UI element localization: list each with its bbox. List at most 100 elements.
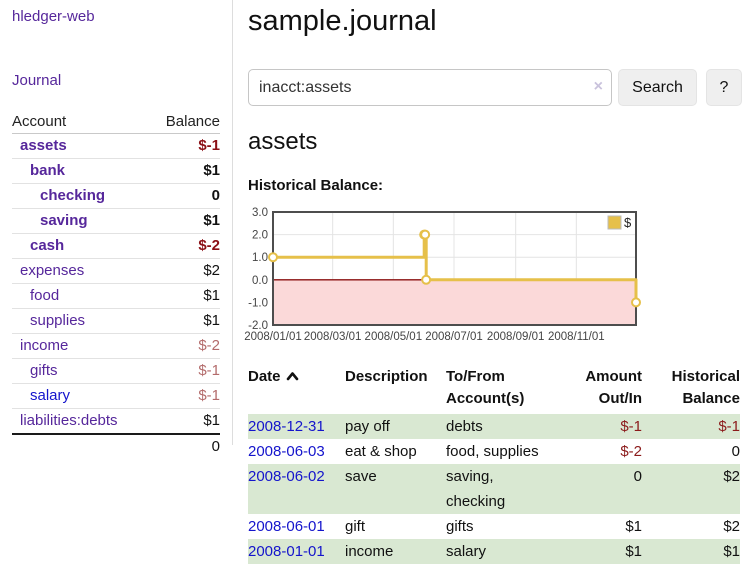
transaction-description: eat & shop (345, 443, 417, 460)
svg-text:-2.0: -2.0 (248, 320, 268, 332)
account-link-food[interactable]: food (30, 287, 60, 304)
account-link-income[interactable]: income (20, 337, 69, 354)
account-link-assets[interactable]: assets (20, 137, 67, 154)
sort-ascending-icon (286, 366, 299, 388)
svg-text:2008/01/01: 2008/01/01 (244, 331, 302, 343)
app-brand: hledger-web (12, 8, 220, 25)
transaction-accounts: gifts (446, 518, 474, 535)
main-content: sample.journal × Search ? assets Histori… (234, 0, 742, 564)
transaction-amount: $-1 (620, 418, 642, 435)
transaction-date-link[interactable]: 2008-06-03 (248, 443, 325, 460)
svg-text:3.0: 3.0 (252, 207, 268, 219)
account-balance: $-1 (149, 133, 220, 159)
account-link-gifts[interactable]: gifts (30, 362, 58, 379)
register-table: Date Description To/From Account(s) Amou… (248, 366, 740, 564)
transaction-amount: $1 (625, 543, 642, 560)
search-input[interactable] (248, 69, 612, 106)
transaction-row: 2008-06-02 save saving, checking 0 $2 (248, 464, 740, 514)
account-balance: $-1 (149, 383, 220, 409)
account-link-checking[interactable]: checking (40, 187, 106, 204)
search-form: × Search ? (248, 69, 742, 106)
transaction-description: save (345, 468, 377, 485)
transaction-amount: 0 (633, 468, 642, 485)
account-row: salary $-1 (12, 383, 220, 409)
account-row: checking 0 (12, 183, 220, 209)
account-row: liabilities:debts $1 (12, 408, 220, 435)
account-row: income $-2 (12, 333, 220, 359)
transaction-amount: $-2 (620, 443, 642, 460)
transaction-description: pay off (345, 418, 390, 435)
transaction-date-link[interactable]: 2008-01-01 (248, 543, 325, 560)
svg-text:1.0: 1.0 (252, 252, 268, 264)
account-row: bank $1 (12, 158, 220, 184)
transaction-row: 2008-01-01 income salary $1 $1 (248, 539, 740, 564)
sidebar-item-journal[interactable]: Journal (12, 72, 62, 89)
account-link-expenses[interactable]: expenses (20, 262, 85, 279)
accounts-table: Account Balance assets $-1 bank $1 check… (12, 110, 220, 459)
register-header-date[interactable]: Date (248, 366, 345, 414)
transaction-balance: $2 (723, 468, 740, 485)
page-title: sample.journal (248, 5, 437, 37)
transaction-row: 2008-06-03 eat & shop food, supplies $-2… (248, 439, 740, 464)
sidebar: hledger-web Journal Account Balance asse… (0, 0, 233, 459)
svg-text:-1.0: -1.0 (248, 297, 268, 309)
transaction-balance: 0 (731, 443, 740, 460)
svg-text:2008/05/01: 2008/05/01 (365, 331, 423, 343)
register-header-description: Description (345, 368, 428, 385)
account-balance: $-1 (149, 358, 220, 384)
transaction-accounts: food, supplies (446, 443, 539, 460)
account-row: supplies $1 (12, 308, 220, 334)
account-balance: $1 (149, 208, 220, 234)
account-balance: $2 (149, 258, 220, 284)
register-header-accounts: To/From Account(s) (446, 368, 525, 407)
svg-text:2.0: 2.0 (252, 230, 268, 242)
account-balance: 0 (149, 183, 220, 209)
transaction-row: 2008-12-31 pay off debts $-1 $-1 (248, 414, 740, 439)
account-balance: $1 (149, 158, 220, 184)
register-header-amount: Amount Out/In (585, 368, 642, 407)
accounts-header-balance: Balance (149, 110, 220, 134)
account-balance: $1 (149, 308, 220, 334)
clear-search-icon[interactable]: × (593, 78, 603, 95)
transaction-date-link[interactable]: 2008-06-02 (248, 468, 325, 485)
account-link-liabilities-debts[interactable]: liabilities:debts (20, 412, 118, 429)
transaction-accounts: debts (446, 418, 483, 435)
account-row: cash $-2 (12, 233, 220, 259)
sidebar-nav: Journal (12, 72, 220, 89)
chart-title: Historical Balance: (248, 177, 384, 194)
account-row: saving $1 (12, 208, 220, 234)
account-link-salary[interactable]: salary (30, 387, 71, 404)
transaction-description: gift (345, 518, 366, 535)
transaction-balance: $1 (723, 543, 740, 560)
account-balance: $-2 (149, 233, 220, 259)
transaction-date-link[interactable]: 2008-12-31 (248, 418, 325, 435)
svg-text:2008/11/01: 2008/11/01 (548, 331, 605, 343)
transaction-accounts: salary (446, 543, 487, 560)
accounts-total: 0 (149, 433, 220, 459)
account-row: gifts $-1 (12, 358, 220, 384)
account-row: expenses $2 (12, 258, 220, 284)
search-button[interactable]: Search (618, 69, 697, 106)
account-link-cash[interactable]: cash (30, 237, 65, 254)
transaction-balance: $-1 (718, 418, 740, 435)
register-header-balance: Historical Balance (671, 368, 740, 407)
account-balance: $1 (149, 283, 220, 309)
svg-text:0.0: 0.0 (252, 275, 268, 287)
transaction-accounts: saving, checking (446, 468, 506, 510)
transaction-amount: $1 (625, 518, 642, 535)
app-brand-link[interactable]: hledger-web (12, 8, 95, 25)
accounts-header-account: Account (12, 110, 150, 134)
transaction-date-link[interactable]: 2008-06-01 (248, 518, 325, 535)
transaction-description: income (345, 543, 394, 560)
help-button[interactable]: ? (706, 69, 742, 106)
account-heading: assets (248, 128, 318, 155)
svg-text:2008/07/01: 2008/07/01 (425, 331, 483, 343)
transaction-row: 2008-06-01 gift gifts $1 $2 (248, 514, 740, 539)
account-balance: $-2 (149, 333, 220, 359)
account-link-supplies[interactable]: supplies (30, 312, 86, 329)
svg-text:$: $ (624, 215, 632, 230)
account-link-saving[interactable]: saving (40, 212, 88, 229)
account-link-bank[interactable]: bank (30, 162, 66, 179)
svg-text:2008/09/01: 2008/09/01 (487, 331, 545, 343)
